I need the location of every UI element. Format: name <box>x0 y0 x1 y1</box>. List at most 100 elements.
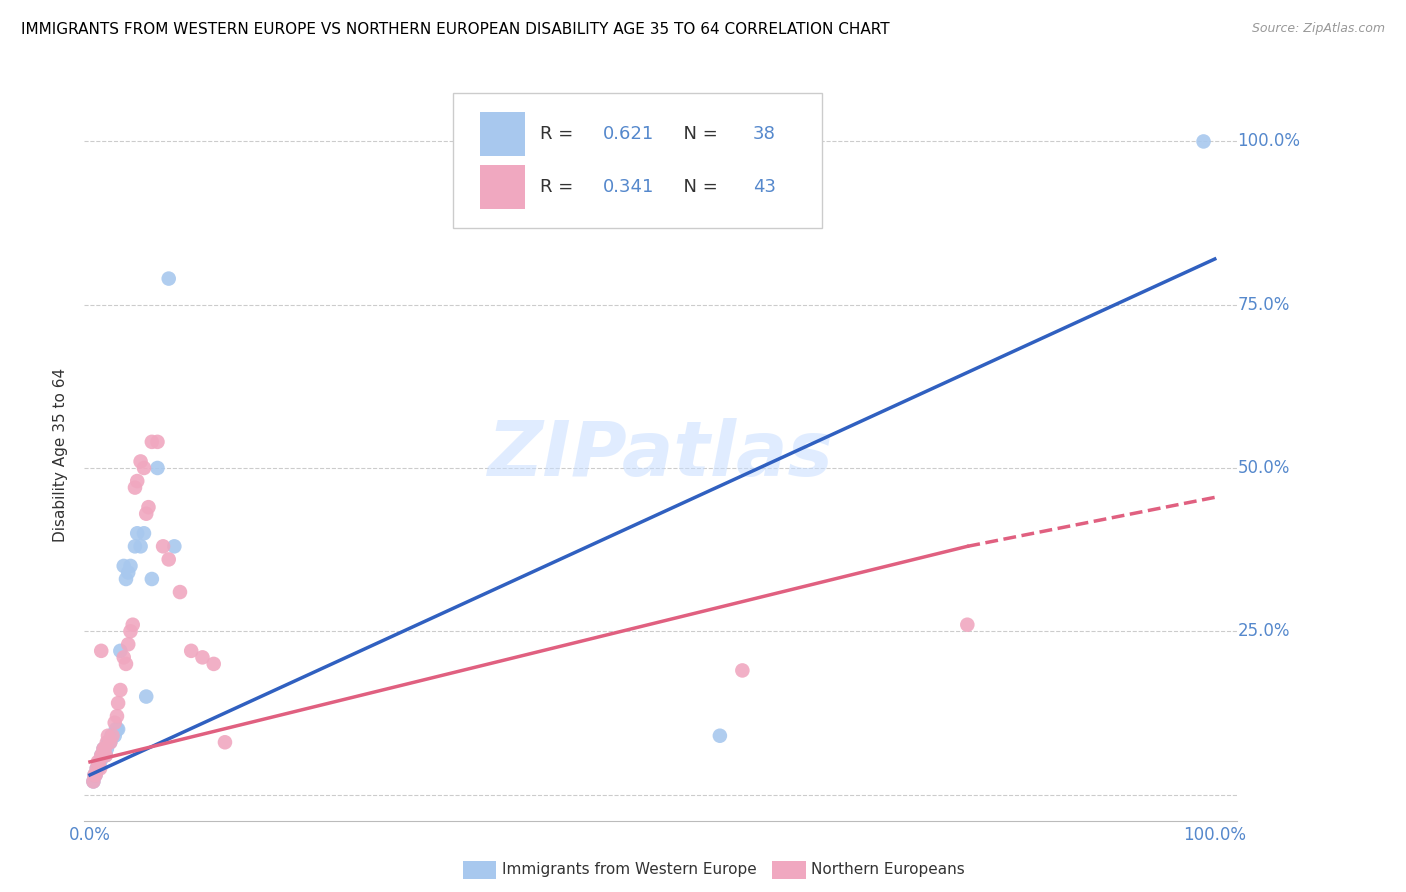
Point <box>731 664 754 678</box>
Point <box>93 741 115 756</box>
Point <box>89 761 111 775</box>
Point <box>98 735 121 749</box>
Point <box>141 572 163 586</box>
Point <box>180 644 202 658</box>
Text: Immigrants from Western Europe: Immigrants from Western Europe <box>502 863 756 877</box>
Point <box>132 461 155 475</box>
Point <box>138 500 160 515</box>
Point <box>101 729 124 743</box>
Point <box>127 474 149 488</box>
Point <box>90 748 112 763</box>
Point <box>86 761 108 775</box>
Point <box>146 434 169 449</box>
Text: N =: N = <box>672 125 724 143</box>
Point <box>132 526 155 541</box>
Point <box>105 723 128 737</box>
Point <box>112 558 135 573</box>
Point <box>129 454 152 468</box>
Point <box>98 735 121 749</box>
Point <box>127 526 149 541</box>
Point <box>104 723 127 737</box>
Point <box>115 657 138 671</box>
Point <box>124 539 146 553</box>
Point <box>93 741 115 756</box>
Point <box>96 735 118 749</box>
Point <box>120 624 142 639</box>
Point <box>202 657 225 671</box>
Point <box>105 709 128 723</box>
Point <box>135 507 157 521</box>
Point <box>98 735 121 749</box>
Point <box>163 539 186 553</box>
Point <box>157 552 180 566</box>
Point <box>135 690 157 704</box>
Text: 0.621: 0.621 <box>603 125 654 143</box>
Point <box>84 768 107 782</box>
Point <box>1192 135 1215 149</box>
Text: 100.0%: 100.0% <box>1237 132 1301 151</box>
Text: 25.0%: 25.0% <box>1237 623 1289 640</box>
Point <box>117 566 139 580</box>
Point <box>129 539 152 553</box>
Text: R =: R = <box>540 125 579 143</box>
Text: N =: N = <box>672 178 724 196</box>
Point <box>87 761 110 775</box>
Text: R =: R = <box>540 178 579 196</box>
Point <box>124 481 146 495</box>
Point <box>86 761 108 775</box>
Point <box>90 748 112 763</box>
Point <box>100 729 122 743</box>
Text: 75.0%: 75.0% <box>1237 296 1289 314</box>
Point <box>104 715 127 730</box>
FancyBboxPatch shape <box>453 93 823 228</box>
Point <box>709 729 731 743</box>
Point <box>141 434 163 449</box>
Text: ZIPatlas: ZIPatlas <box>488 418 834 491</box>
Point <box>110 683 132 698</box>
Point <box>97 729 120 743</box>
Point <box>93 741 115 756</box>
Point <box>97 735 120 749</box>
Point <box>115 572 138 586</box>
Text: 0.341: 0.341 <box>603 178 655 196</box>
Point <box>87 755 110 769</box>
Point <box>82 774 104 789</box>
Text: Northern Europeans: Northern Europeans <box>811 863 965 877</box>
FancyBboxPatch shape <box>479 112 524 155</box>
Point <box>120 558 142 573</box>
Point <box>83 768 105 782</box>
Point <box>146 461 169 475</box>
Point <box>110 644 132 658</box>
Text: 50.0%: 50.0% <box>1237 459 1289 477</box>
Point <box>121 617 143 632</box>
Point <box>214 735 236 749</box>
Point <box>94 748 117 763</box>
Point <box>107 723 129 737</box>
Point <box>87 755 110 769</box>
Point <box>956 617 979 632</box>
Point <box>112 650 135 665</box>
Text: 38: 38 <box>754 125 776 143</box>
Point <box>83 768 105 782</box>
Point <box>87 755 110 769</box>
Point <box>101 729 124 743</box>
Point <box>84 768 107 782</box>
Point <box>117 637 139 651</box>
Point <box>157 271 180 285</box>
Point <box>169 585 191 599</box>
Text: IMMIGRANTS FROM WESTERN EUROPE VS NORTHERN EUROPEAN DISABILITY AGE 35 TO 64 CORR: IMMIGRANTS FROM WESTERN EUROPE VS NORTHE… <box>21 22 890 37</box>
FancyBboxPatch shape <box>479 166 524 209</box>
Point <box>94 748 117 763</box>
Point <box>89 755 111 769</box>
Point <box>191 650 214 665</box>
Point <box>91 748 114 763</box>
Point <box>152 539 174 553</box>
Point <box>93 741 115 756</box>
Text: Source: ZipAtlas.com: Source: ZipAtlas.com <box>1251 22 1385 36</box>
Point <box>82 774 104 789</box>
Point <box>90 644 112 658</box>
Text: 43: 43 <box>754 178 776 196</box>
Point <box>107 696 129 710</box>
Point <box>91 748 114 763</box>
Point <box>104 729 127 743</box>
